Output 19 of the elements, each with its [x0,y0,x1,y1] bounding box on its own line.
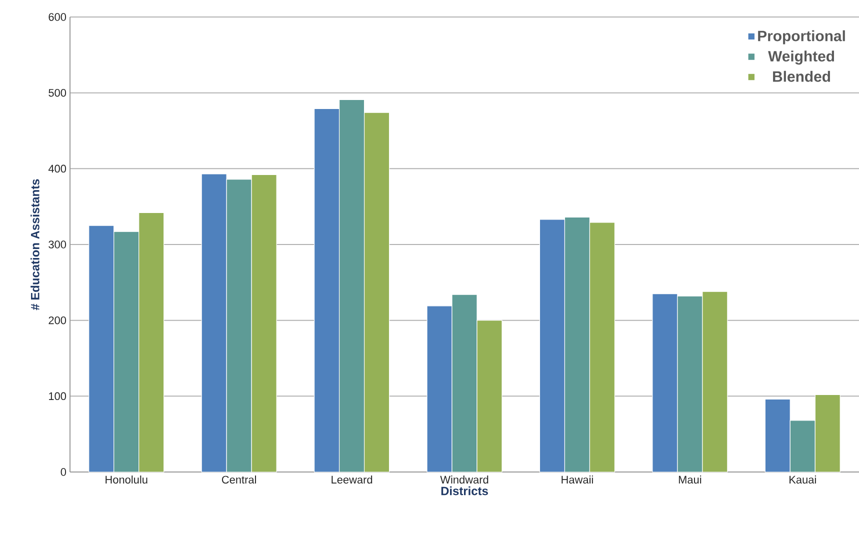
x-tick-label: Windward [440,476,488,484]
legend-label: Weighted [768,50,834,65]
x-tick-label: Hawaii [562,476,593,484]
y-axis-title: # Education Assistants [30,179,40,310]
x-axis-title: Districts [441,486,488,496]
y-tick-label: 0 [60,468,66,476]
x-tick-label: Leeward [332,476,372,484]
y-tick-label: 600 [48,13,66,21]
y-tick-label: 400 [48,164,66,173]
y-tick-label: 100 [49,392,66,400]
legend-label: Proportional [758,30,845,44]
x-tick-label: Kauai [790,476,816,484]
x-tick-label: Honolulu [106,476,148,484]
x-tick-label: Maui [678,476,702,484]
x-tick-label: Central [222,476,256,484]
y-tick-label: 200 [48,316,66,324]
y-tick-label: 500 [48,88,66,97]
legend-label: Blended [773,70,830,82]
y-tick-label: 300 [48,240,66,248]
